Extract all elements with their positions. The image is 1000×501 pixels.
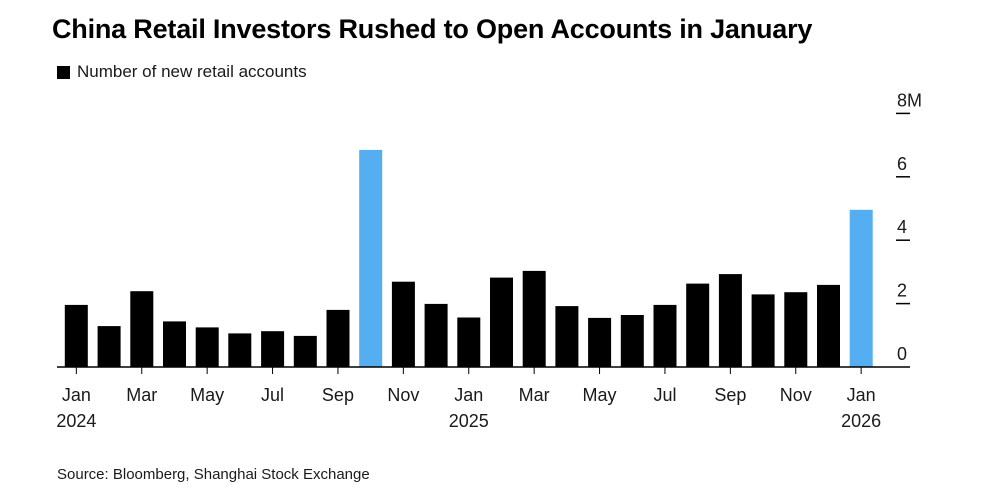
y-tick-label: 0 (897, 344, 907, 364)
chart-title: China Retail Investors Rushed to Open Ac… (52, 14, 813, 44)
bar-jun-2024 (228, 333, 252, 367)
bar-nov-2025 (784, 292, 808, 367)
bar-jul-2025 (653, 304, 677, 367)
bar-may-2025 (588, 317, 612, 367)
bar-feb-2024 (97, 326, 121, 367)
y-tick-label: 6 (897, 154, 907, 174)
x-tick-label: Sep (714, 385, 746, 405)
x-tick-label: Jan (62, 385, 91, 405)
x-tick-label: May (190, 385, 224, 405)
y-tick-label: 4 (897, 217, 907, 237)
bar-nov-2024 (391, 281, 415, 367)
bar-jun-2025 (620, 315, 644, 367)
y-tick-label: 2 (897, 281, 907, 301)
source-note: Source: Bloomberg, Shanghai Stock Exchan… (57, 466, 370, 483)
x-ticks-group: Jan 2024 Mar May Jul Sep Nov Jan 2025 Mar May Jul Se… (56, 367, 881, 431)
x-tick-label: Sep (322, 385, 354, 405)
legend-swatch (57, 65, 70, 79)
bar-dec-2024 (424, 303, 448, 367)
bar-may-2024 (195, 327, 219, 367)
y-tick-label: 8M (897, 90, 922, 110)
y-ticks-group: 0 2 4 6 8M (896, 90, 922, 364)
x-tick-label: Jul (261, 385, 284, 405)
x-tick-label: Jan (847, 385, 876, 405)
bar-mar-2024 (130, 291, 154, 367)
bar-sep-2024 (326, 309, 350, 367)
x-tick-label: Jan (454, 385, 483, 405)
bar-apr-2025 (555, 306, 579, 367)
bar-jan-2025 (457, 317, 481, 367)
chart-legend: Number of new retail accounts (57, 62, 307, 82)
bar-sep-2025 (718, 274, 742, 367)
x-tick-label: Mar (126, 385, 157, 405)
x-tick-label: May (583, 385, 617, 405)
x-tick-year-label: 2024 (56, 411, 96, 431)
legend-label: Number of new retail accounts (77, 62, 307, 81)
x-tick-label: Nov (780, 385, 812, 405)
bar-mar-2025 (522, 270, 546, 367)
bar-aug-2025 (686, 283, 710, 367)
x-tick-label: Nov (387, 385, 419, 405)
bar-apr-2024 (163, 321, 186, 367)
bar-oct-2024 (359, 149, 383, 367)
x-tick-label: Jul (653, 385, 676, 405)
bar-jan-2026 (849, 209, 873, 367)
bar-jul-2024 (261, 331, 285, 367)
bar-dec-2025 (817, 284, 840, 367)
x-tick-year-label: 2026 (841, 411, 881, 431)
bar-feb-2025 (490, 277, 513, 367)
bar-jan-2024 (64, 304, 88, 367)
bar-aug-2024 (293, 335, 317, 367)
bar-oct-2025 (751, 294, 775, 367)
x-tick-label: Mar (519, 385, 550, 405)
x-tick-year-label: 2025 (449, 411, 489, 431)
bars-group (64, 149, 873, 367)
